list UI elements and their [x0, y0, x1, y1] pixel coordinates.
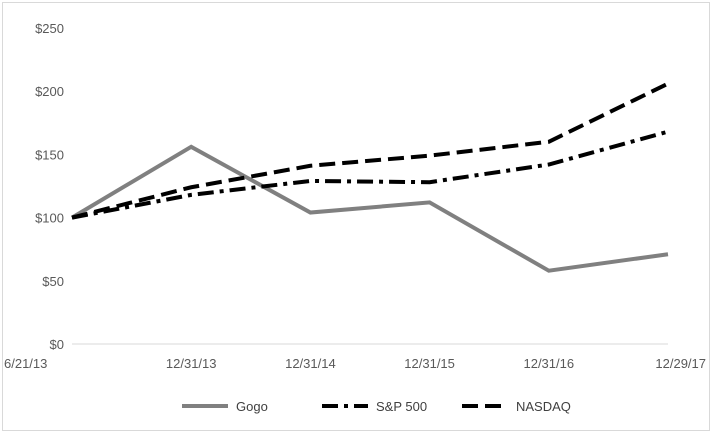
legend-label: S&P 500: [376, 399, 427, 414]
x-axis-ticks: 6/21/13 12/31/13 12/31/14 12/31/15 12/31/16 1…: [4, 356, 706, 371]
y-tick-label: $0: [50, 337, 64, 352]
series-line-nasdaq: [71, 81, 669, 220]
series-line-gogo: [70, 144, 669, 273]
y-tick-label: $150: [35, 147, 64, 162]
x-tick-label: 6/21/13: [4, 356, 47, 371]
legend: Gogo S&P 500 NASDAQ: [182, 399, 571, 414]
legend-label: Gogo: [236, 399, 268, 414]
y-tick-label: $50: [42, 274, 64, 289]
x-tick-label: 12/31/15: [404, 356, 455, 371]
legend-label: NASDAQ: [516, 399, 571, 414]
x-tick-label: 12/29/17: [655, 356, 706, 371]
series-line-s-p-500: [71, 129, 669, 220]
x-tick-label: 12/31/16: [523, 356, 574, 371]
chart-frame: [2, 2, 710, 431]
y-axis-ticks: $0 $50 $100 $150 $200 $250: [35, 21, 64, 352]
series-lines: [70, 81, 669, 273]
y-tick-label: $250: [35, 21, 64, 36]
y-tick-label: $100: [35, 211, 64, 226]
y-tick-label: $200: [35, 84, 64, 99]
x-tick-label: 12/31/13: [166, 356, 217, 371]
x-tick-label: 12/31/14: [285, 356, 336, 371]
